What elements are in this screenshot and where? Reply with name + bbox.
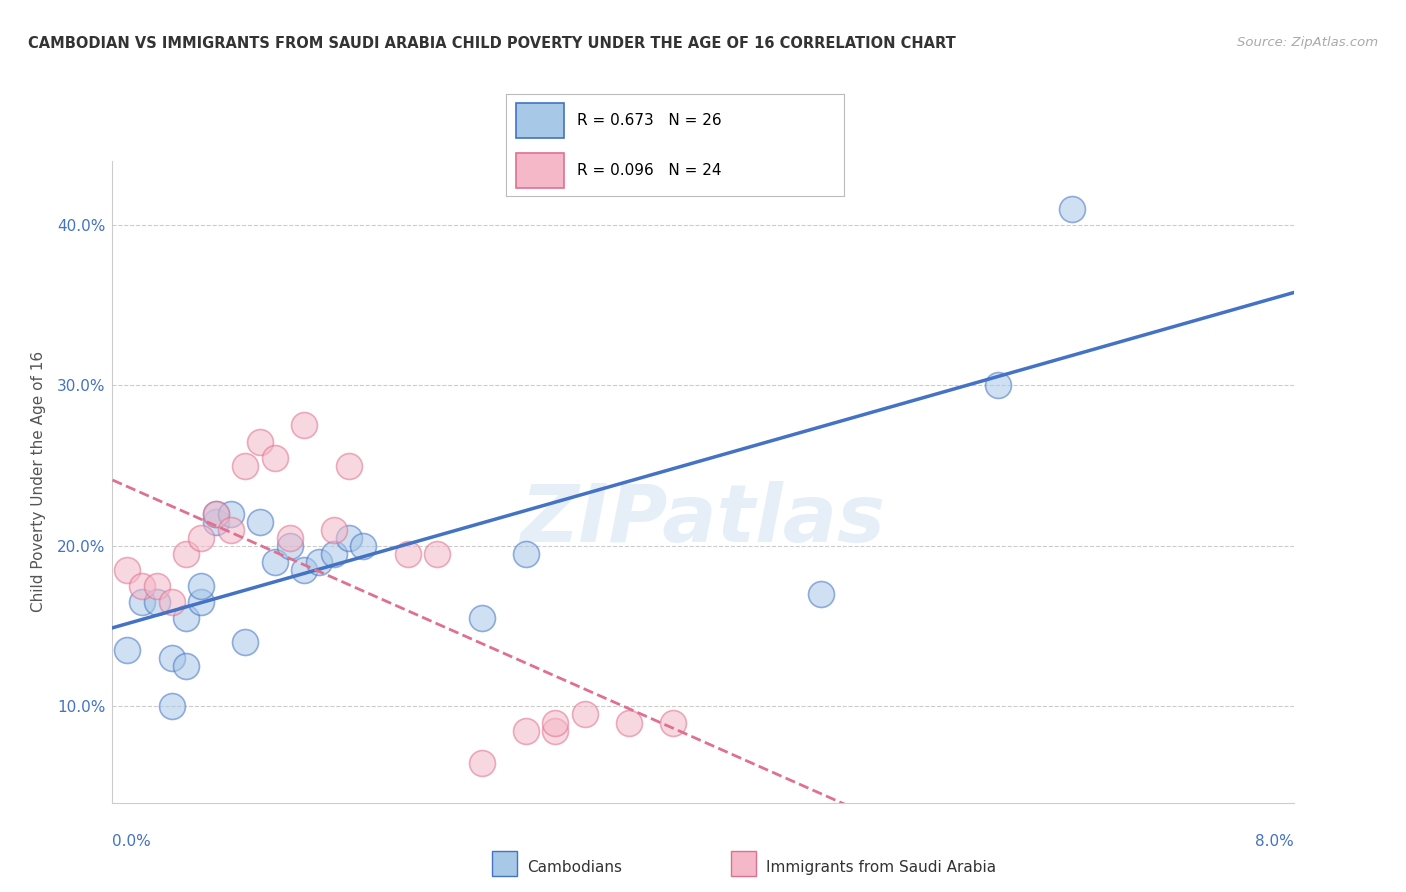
Point bbox=[131, 579, 153, 593]
Bar bbox=[516, 103, 564, 137]
Text: R = 0.673   N = 26: R = 0.673 N = 26 bbox=[576, 112, 721, 128]
Y-axis label: Child Poverty Under the Age of 16: Child Poverty Under the Age of 16 bbox=[31, 351, 46, 612]
Point bbox=[205, 507, 228, 521]
Point bbox=[662, 715, 685, 730]
Text: ZIPatlas: ZIPatlas bbox=[520, 481, 886, 559]
Point bbox=[264, 450, 287, 465]
Point bbox=[174, 547, 197, 561]
Text: Cambodians: Cambodians bbox=[527, 860, 623, 874]
Point bbox=[337, 531, 360, 545]
Point bbox=[146, 579, 169, 593]
Point bbox=[308, 555, 330, 569]
Point bbox=[278, 539, 301, 553]
Point bbox=[174, 611, 197, 625]
Point bbox=[544, 723, 567, 738]
Point bbox=[515, 547, 537, 561]
Point bbox=[471, 756, 494, 770]
Point bbox=[219, 507, 242, 521]
Text: 8.0%: 8.0% bbox=[1254, 834, 1294, 849]
Point bbox=[174, 659, 197, 673]
Text: 0.0%: 0.0% bbox=[112, 834, 152, 849]
Point bbox=[249, 434, 271, 449]
Point bbox=[190, 579, 212, 593]
Point bbox=[160, 699, 183, 714]
Point bbox=[117, 643, 138, 657]
Point bbox=[1062, 202, 1084, 216]
Point bbox=[205, 515, 228, 529]
Point bbox=[249, 515, 271, 529]
Point bbox=[544, 715, 567, 730]
Point bbox=[396, 547, 419, 561]
Point bbox=[233, 635, 256, 649]
Point bbox=[574, 707, 596, 722]
Point bbox=[264, 555, 287, 569]
Point bbox=[131, 595, 153, 609]
Point bbox=[160, 651, 183, 665]
Text: R = 0.096   N = 24: R = 0.096 N = 24 bbox=[576, 163, 721, 178]
Point bbox=[323, 547, 346, 561]
Point bbox=[337, 458, 360, 473]
Point bbox=[160, 595, 183, 609]
Point bbox=[146, 595, 169, 609]
Point bbox=[278, 531, 301, 545]
Text: CAMBODIAN VS IMMIGRANTS FROM SAUDI ARABIA CHILD POVERTY UNDER THE AGE OF 16 CORR: CAMBODIAN VS IMMIGRANTS FROM SAUDI ARABI… bbox=[28, 36, 956, 51]
Point bbox=[190, 531, 212, 545]
Point bbox=[619, 715, 641, 730]
Point bbox=[426, 547, 449, 561]
Point bbox=[292, 563, 315, 577]
Text: Source: ZipAtlas.com: Source: ZipAtlas.com bbox=[1237, 36, 1378, 49]
Point bbox=[987, 378, 1010, 392]
Point bbox=[352, 539, 374, 553]
Point bbox=[117, 563, 138, 577]
Bar bbox=[516, 153, 564, 188]
Point bbox=[233, 458, 256, 473]
Point bbox=[323, 523, 346, 537]
Text: Immigrants from Saudi Arabia: Immigrants from Saudi Arabia bbox=[766, 860, 997, 874]
Point bbox=[190, 595, 212, 609]
Point bbox=[471, 611, 494, 625]
Point bbox=[219, 523, 242, 537]
Point bbox=[292, 418, 315, 433]
Point bbox=[205, 507, 228, 521]
Point bbox=[515, 723, 537, 738]
Point bbox=[810, 587, 832, 601]
